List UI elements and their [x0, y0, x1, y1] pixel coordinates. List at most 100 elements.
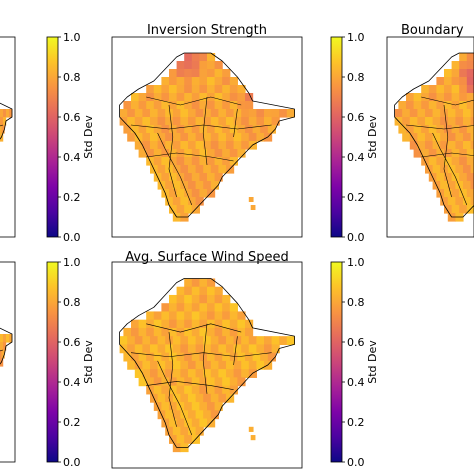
- heatmap-cell: [271, 344, 280, 354]
- heatmap-cell: [176, 189, 185, 198]
- panel-4-map: [0, 278, 12, 442]
- heatmap-cell: [455, 181, 464, 190]
- panel-2-title: Inversion Strength: [147, 23, 267, 38]
- colorbar-tick-label: 0.8: [63, 296, 81, 309]
- heatmap-cell: [214, 61, 223, 70]
- heatmap-cell: [9, 109, 13, 118]
- heatmap-cell: [127, 133, 136, 142]
- heatmap-cell: [203, 181, 212, 190]
- heatmap-cell: [409, 141, 418, 150]
- heatmap-cell: [447, 109, 456, 118]
- heatmap-cell: [161, 327, 170, 337]
- heatmap-cell: [188, 336, 197, 346]
- heatmap-cell: [459, 77, 468, 86]
- heatmap-cell: [226, 117, 235, 126]
- heatmap-cell: [199, 93, 208, 102]
- heatmap-cell: [463, 165, 472, 174]
- heatmap-cell: [207, 85, 216, 94]
- state-border: [234, 109, 238, 137]
- heatmap-cell: [180, 393, 189, 403]
- heatmap-cell: [199, 327, 208, 337]
- heatmap-cell: [237, 125, 246, 134]
- state-border: [203, 324, 207, 394]
- heatmap-cell: [459, 69, 468, 78]
- heatmap-cell: [184, 435, 193, 444]
- heatmap-cell: [146, 149, 155, 158]
- panel-2: Inversion Strength 0.0 0.2 0.4 0.6 0.8 1.0 Std…: [111, 23, 379, 244]
- heatmap-cell: [123, 352, 132, 362]
- heatmap-cell: [466, 149, 474, 158]
- heatmap-cell: [447, 117, 456, 126]
- heatmap-cell: [195, 133, 204, 142]
- state-border: [234, 336, 238, 365]
- heatmap-cell: [428, 101, 437, 110]
- heatmap-cell: [409, 117, 418, 126]
- heatmap-cell: [191, 435, 200, 444]
- heatmap-cell: [195, 117, 204, 126]
- heatmap-cell: [409, 133, 418, 142]
- heatmap-cell: [153, 149, 162, 158]
- heatmap-cell: [153, 125, 162, 134]
- heatmap-cell: [184, 377, 193, 387]
- heatmap-cell: [172, 393, 181, 403]
- heatmap-cell: [169, 205, 178, 214]
- heatmap-cell: [436, 101, 445, 110]
- heatmap-cell: [0, 350, 2, 359]
- heatmap-cell: [191, 418, 200, 428]
- heatmap-cell: [233, 369, 242, 378]
- heatmap-cell: [229, 319, 238, 329]
- heatmap-cell: [432, 133, 441, 142]
- state-border: [421, 153, 474, 161]
- heatmap-cell: [440, 141, 449, 150]
- heatmap-cell: [176, 93, 185, 102]
- heatmap-cell: [214, 286, 223, 296]
- heatmap-cell: [241, 344, 250, 354]
- heatmap-cell: [172, 133, 181, 142]
- heatmap-cell: [157, 109, 166, 118]
- heatmap-cell: [229, 327, 238, 337]
- heatmap-cell: [176, 385, 185, 395]
- heatmap-cell: [161, 402, 170, 411]
- heatmap-cell: [237, 311, 246, 321]
- heatmap-cell: [199, 157, 208, 166]
- colorbar-tick-label: 0.4: [347, 151, 365, 164]
- coastline: [0, 278, 12, 442]
- heatmap-cell: [406, 93, 415, 102]
- colorbar-tick-label: 0.2: [63, 416, 81, 429]
- heatmap-cell: [195, 336, 204, 346]
- heatmap-cell: [131, 327, 140, 337]
- heatmap-cell: [203, 165, 212, 174]
- heatmap-cell: [451, 125, 460, 134]
- heatmap-cell: [176, 125, 185, 134]
- heatmap-cell: [463, 133, 472, 142]
- heatmap-cell: [470, 181, 474, 190]
- heatmap-cell: [207, 294, 216, 304]
- heatmap-cell: [176, 205, 185, 214]
- colorbar-tick-label: 1.0: [63, 256, 81, 269]
- heatmap-cell: [184, 385, 193, 395]
- heatmap-cell: [3, 109, 7, 118]
- heatmap-cell: [195, 181, 204, 190]
- heatmap-cell: [191, 327, 200, 337]
- heatmap-cell: [169, 189, 178, 198]
- heatmap-cell: [142, 141, 151, 150]
- heatmap-cell: [256, 133, 265, 142]
- heatmap-cell: [279, 336, 288, 346]
- heatmap-cell: [210, 336, 219, 346]
- heatmap-cell: [463, 109, 472, 118]
- heatmap-cell: [169, 173, 178, 182]
- heatmap-cell: [409, 109, 418, 118]
- heatmap-cell: [184, 319, 193, 329]
- heatmap-cell: [455, 133, 464, 142]
- heatmap-cell: [421, 93, 430, 102]
- heatmap-cell: [222, 77, 231, 86]
- heatmap-cell: [451, 85, 460, 94]
- heatmap-cell: [214, 352, 223, 362]
- heatmap-cell: [199, 101, 208, 110]
- heatmap-cell: [256, 360, 265, 370]
- state-border: [158, 361, 192, 435]
- heatmap-cell: [176, 101, 185, 110]
- colorbar-gradient: [46, 261, 59, 463]
- heatmap-cell: [210, 410, 219, 420]
- heatmap-cell: [169, 69, 178, 78]
